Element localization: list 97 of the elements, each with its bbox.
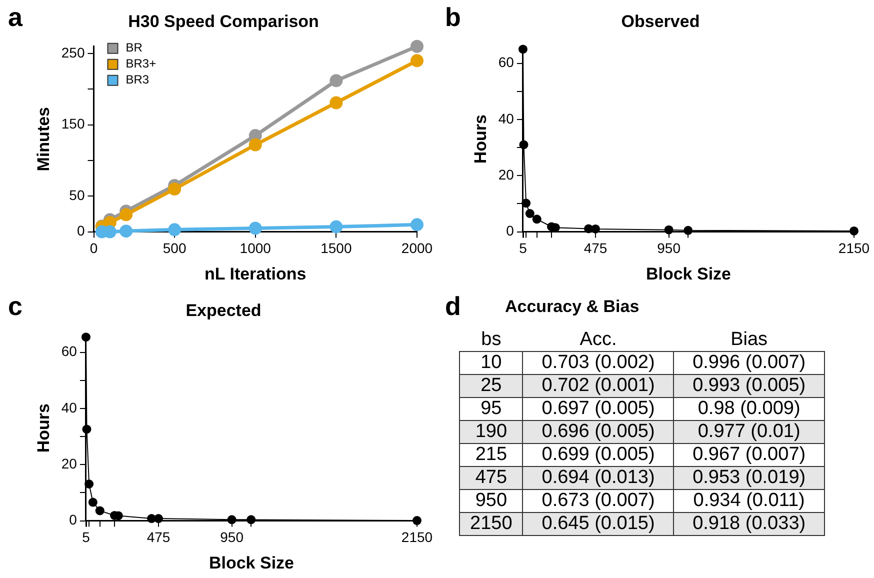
x-tick-label: 475	[584, 240, 608, 256]
point	[246, 515, 256, 524]
text: 0.699 (0.005)	[522, 444, 674, 466]
point	[410, 218, 424, 232]
text: a	[8, 2, 22, 33]
point	[525, 209, 534, 218]
point	[95, 506, 104, 516]
y-tick-label: 0	[506, 222, 514, 239]
text: 190	[460, 420, 523, 444]
text: 0.993 (0.005)	[674, 374, 824, 398]
point	[532, 214, 542, 224]
x-tick-label: 1000	[240, 240, 272, 256]
point	[410, 40, 424, 53]
text: 0.645 (0.015)	[522, 512, 674, 536]
x-tick-label: 950	[220, 529, 244, 546]
point	[248, 138, 262, 152]
text: 0.953 (0.019)	[674, 466, 824, 490]
point	[591, 224, 600, 234]
text: 0.697 (0.005)	[522, 398, 674, 420]
text: 0.696 (0.005)	[522, 420, 674, 444]
text: 95	[460, 398, 523, 420]
point	[120, 208, 133, 222]
text: Accuracy & Bias	[505, 297, 640, 317]
text: 0.98 (0.009)	[674, 398, 824, 420]
y-tick-label: 50	[69, 187, 85, 204]
text: 0.934 (0.011)	[674, 490, 824, 512]
x-tick-label: 2150	[838, 240, 870, 256]
point	[850, 226, 858, 236]
y-tick-label: 0	[69, 512, 78, 528]
text: c	[8, 291, 22, 322]
point	[248, 222, 262, 235]
text: 475	[460, 466, 523, 490]
point	[330, 96, 343, 110]
text: 0.703 (0.002)	[522, 352, 674, 374]
x-tick-label: 5	[82, 529, 90, 546]
text: 10	[460, 352, 523, 374]
point	[154, 514, 164, 524]
legend-label: BR3+	[126, 56, 156, 71]
point	[120, 224, 133, 238]
point	[330, 74, 343, 88]
text: 0.694 (0.013)	[522, 466, 674, 490]
y-axis-title: Minutes	[34, 106, 53, 172]
point	[518, 44, 528, 54]
point	[81, 332, 90, 342]
y-tick-label: 150	[61, 116, 85, 132]
chart-title: H30 Speed Comparison	[128, 12, 319, 31]
point	[168, 182, 182, 196]
point	[664, 225, 674, 234]
x-axis-title: Block Size	[646, 264, 732, 284]
y-tick-label: 40	[498, 110, 514, 126]
y-tick-label: 60	[61, 343, 78, 360]
y-axis-title: Hours	[470, 114, 490, 164]
point	[227, 515, 236, 524]
point	[684, 226, 693, 235]
text: 950	[460, 490, 523, 512]
y-tick-label: 250	[61, 44, 85, 60]
y-tick-label: 20	[498, 166, 514, 182]
x-tick-label: 500	[162, 240, 186, 256]
x-tick-label: 2000	[401, 240, 433, 256]
point	[519, 140, 528, 150]
x-tick-label: 5	[519, 240, 528, 256]
text: 0.702 (0.001)	[522, 374, 674, 398]
point	[168, 223, 182, 236]
y-tick-label: 0	[76, 222, 85, 239]
y-tick-label: 60	[498, 54, 514, 70]
text: 0.967 (0.007)	[674, 444, 824, 466]
text: 0.673 (0.007)	[522, 490, 674, 512]
text: b	[445, 2, 461, 33]
text: 215	[460, 444, 523, 466]
text: 0.996 (0.007)	[674, 352, 824, 374]
text: Acc.	[578, 329, 618, 352]
y-axis-title: Hours	[34, 404, 53, 453]
x-axis-title: Block Size	[208, 553, 294, 572]
x-axis-title: nL Iterations	[204, 264, 306, 284]
text: Bias	[730, 329, 769, 352]
point	[82, 424, 92, 434]
x-tick-label: 0	[90, 240, 98, 256]
legend-label: BR	[126, 40, 143, 55]
point	[522, 198, 531, 208]
x-tick-label: 475	[146, 529, 170, 546]
x-tick-label: 950	[657, 240, 681, 256]
point	[88, 498, 98, 507]
text: bs	[480, 329, 502, 352]
y-tick-label: 20	[61, 455, 78, 472]
y-tick-label: 40	[61, 399, 78, 416]
point	[410, 54, 424, 68]
point	[330, 220, 343, 234]
x-tick-label: 2150	[401, 529, 433, 546]
legend-label: BR3	[126, 72, 150, 87]
text: 0.918 (0.033)	[674, 512, 824, 536]
chart-title: Expected	[186, 300, 262, 320]
x-tick-label: 1500	[320, 240, 352, 256]
text: d	[445, 291, 461, 322]
point	[84, 480, 94, 488]
text: 0.977 (0.01)	[674, 420, 824, 444]
text: 25	[460, 374, 523, 398]
chart-title: Observed	[621, 12, 700, 31]
